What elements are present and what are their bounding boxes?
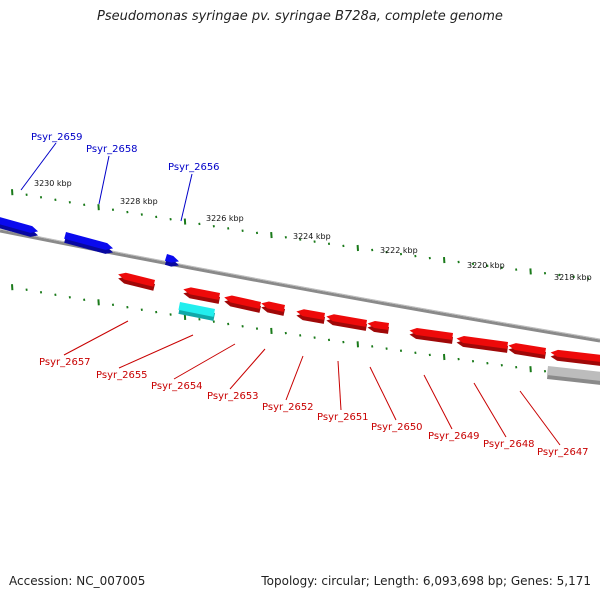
- gene-psyr-2649-face: [409, 327, 453, 340]
- gene-psyr-2656: [164, 254, 179, 267]
- gene-psyr-2649: [409, 327, 453, 344]
- leader-psyr-2651: [337, 360, 342, 411]
- gene-label-psyr-2649[interactable]: Psyr_2649: [428, 431, 480, 442]
- genome-summary-text: Topology: circular; Length: 6,093,698 bp…: [261, 574, 591, 588]
- gene-label-psyr-2655[interactable]: Psyr_2655: [96, 370, 148, 381]
- gene-psyr-2655-face: [183, 287, 220, 300]
- gene-label-psyr-2659[interactable]: Psyr_2659: [31, 132, 83, 143]
- gene-psyr-2652-face: [296, 309, 325, 320]
- gene-label-psyr-2647[interactable]: Psyr_2647: [537, 447, 589, 458]
- gene-label-psyr-2657[interactable]: Psyr_2657: [39, 357, 91, 368]
- gene-label-psyr-2650[interactable]: Psyr_2650: [371, 422, 423, 433]
- gene-label-psyr-2658[interactable]: Psyr_2658: [86, 144, 138, 155]
- leader-psyr-2652: [285, 355, 304, 401]
- gene-psyr-2647: [508, 343, 546, 359]
- gene-psyr-2654-face: [224, 295, 261, 309]
- leader-psyr-2647: [519, 390, 561, 446]
- gene-label-psyr-2654[interactable]: Psyr_2654: [151, 381, 203, 392]
- gene-psyr-2648: [456, 335, 508, 353]
- gene-label-psyr-2648[interactable]: Psyr_2648: [483, 439, 535, 450]
- accession-text: Accession: NC_007005: [9, 574, 146, 588]
- scale-labels: 3230 kbp 3228 kbp 3226 kbp 3224 kbp 3222…: [34, 179, 592, 282]
- gene-psyr-2653-face: [261, 301, 285, 312]
- gene-psyr-2657: [118, 272, 155, 291]
- gene-label-psyr-2651[interactable]: Psyr_2651: [317, 412, 369, 423]
- scale-label-3218: 3218 kbp: [554, 273, 592, 282]
- gene-psyr-2652: [296, 309, 325, 324]
- leader-psyr-2650: [369, 366, 397, 421]
- gene-psyr-2658-face: [64, 232, 114, 250]
- gene-psyr-2646-face: [550, 349, 600, 362]
- leader-psyr-2649: [423, 374, 453, 430]
- scale-label-3220: 3220 kbp: [467, 261, 505, 270]
- gene-labels: Psyr_2659 Psyr_2658 Psyr_2656 Psyr_2657 …: [31, 132, 589, 458]
- gene-psyr-2650: [367, 320, 389, 334]
- gene-psyr-2651-face: [326, 314, 367, 327]
- feature-cyan-face: [178, 302, 215, 317]
- gene-psyr-2653: [261, 301, 285, 316]
- feature-cyan: [178, 302, 215, 321]
- gene-label-psyr-2653[interactable]: Psyr_2653: [207, 391, 259, 402]
- outer-scale-ticks: [11, 189, 590, 280]
- scale-label-3228: 3228 kbp: [120, 197, 158, 206]
- leader-psyr-2654: [173, 343, 236, 380]
- gene-psyr-2659-face: [0, 217, 39, 233]
- scale-label-3224: 3224 kbp: [293, 232, 331, 241]
- label-leader-lines: [20, 142, 561, 446]
- scale-label-3230: 3230 kbp: [34, 179, 72, 188]
- gene-psyr-2648-face: [456, 335, 508, 349]
- gene-psyr-2651: [326, 314, 367, 331]
- gene-label-psyr-2652[interactable]: Psyr_2652: [262, 402, 314, 413]
- scale-label-3226: 3226 kbp: [206, 214, 244, 223]
- gene-psyr-2655: [183, 287, 220, 304]
- gene-psyr-2659: [0, 217, 39, 237]
- leader-psyr-2653: [229, 348, 266, 390]
- map-title: Pseudomonas syringae pv. syringae B728a,…: [97, 9, 503, 24]
- leader-psyr-2657: [63, 320, 129, 356]
- gene-psyr-2646: [550, 349, 600, 366]
- feature-gray-face: [547, 366, 600, 381]
- leader-psyr-2648: [473, 382, 507, 438]
- gene-features: [0, 217, 600, 385]
- scale-label-3222: 3222 kbp: [380, 246, 418, 255]
- feature-gray: [547, 366, 600, 385]
- leader-psyr-2658: [98, 155, 110, 205]
- gene-psyr-2654: [224, 295, 261, 313]
- gene-label-psyr-2656[interactable]: Psyr_2656: [168, 162, 220, 173]
- gene-psyr-2656-face: [164, 254, 179, 263]
- gene-psyr-2657-face: [118, 272, 155, 287]
- gene-psyr-2658: [64, 232, 114, 254]
- leader-psyr-2655: [118, 334, 194, 369]
- leader-psyr-2659: [20, 142, 57, 191]
- gene-psyr-2650-face: [367, 320, 389, 330]
- gene-psyr-2647-face: [508, 343, 546, 355]
- leader-psyr-2656: [180, 173, 193, 222]
